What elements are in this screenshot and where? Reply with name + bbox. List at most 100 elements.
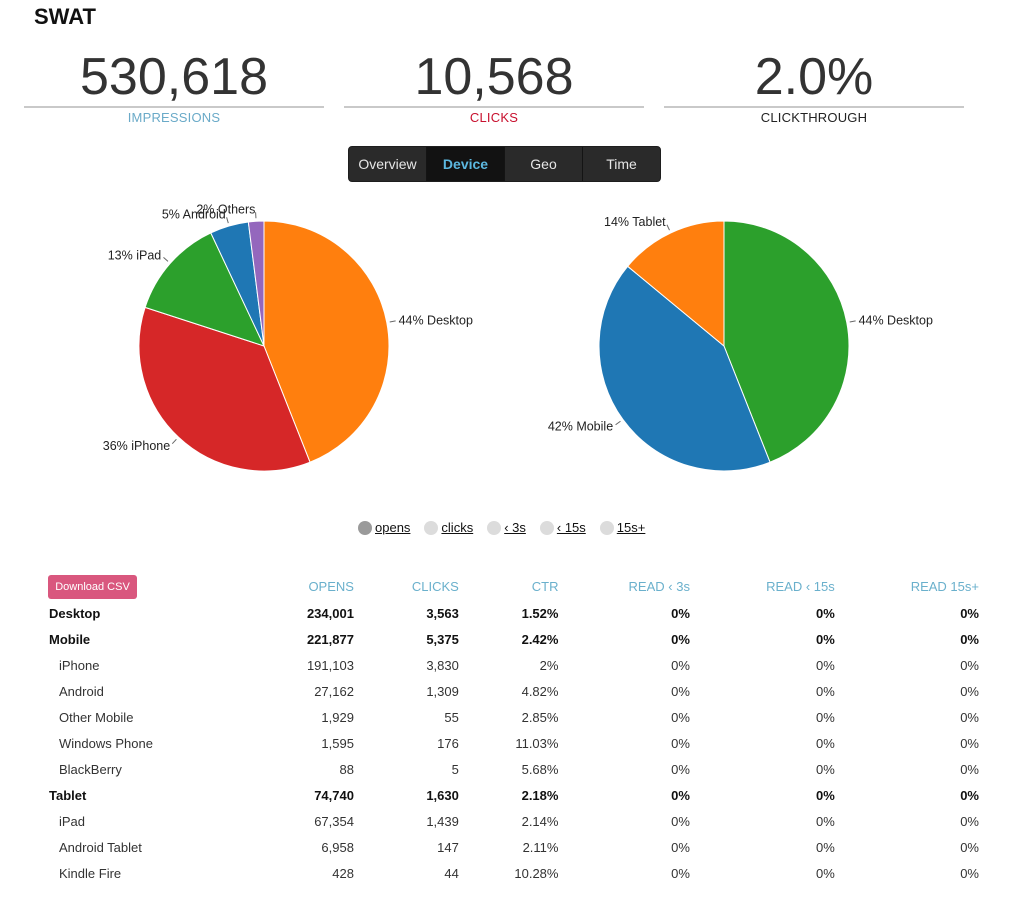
clicks-value: 10,568 xyxy=(414,48,574,106)
row-cell: 0% xyxy=(815,865,835,881)
table-row: Other Mobile 1,929 55 2.85% 0% 0% 0% xyxy=(44,704,984,730)
pie-label-leader xyxy=(226,217,229,224)
pie-slice-label: 36% iPhone xyxy=(103,439,170,453)
table-header-row: OPENS CLICKS CTR READ ‹ 3s READ ‹ 15s RE… xyxy=(44,572,984,600)
legend-opens[interactable]: opens xyxy=(358,520,410,535)
legend-dot-icon xyxy=(539,520,554,535)
impressions-value: 530,618 xyxy=(80,48,268,106)
row-name: iPhone xyxy=(59,657,100,673)
row-cell: 234,001 xyxy=(306,605,354,621)
row-name: BlackBerry xyxy=(59,761,122,777)
row-cell: 0% xyxy=(815,813,835,829)
row-cell: 0% xyxy=(671,709,690,725)
row-cell: 2% xyxy=(539,657,559,673)
row-cell: 88 xyxy=(339,761,354,777)
row-cell: 5,375 xyxy=(426,631,459,647)
row-cell: 0% xyxy=(815,709,835,725)
pie-slice-label: 5% Android xyxy=(162,207,226,221)
tab-overview[interactable]: Overview xyxy=(349,147,427,181)
legend-dot-icon xyxy=(424,520,439,535)
row-cell: 2.42% xyxy=(521,631,559,647)
clicks-label: CLICKS xyxy=(469,110,519,125)
legend-read-15s[interactable]: ‹ 15s xyxy=(539,520,586,535)
tab-device[interactable]: Device xyxy=(427,147,505,181)
legend-read-15s-plus[interactable]: 15s+ xyxy=(599,520,645,535)
row-cell: 0% xyxy=(815,657,835,673)
row-cell: 11.03% xyxy=(515,735,559,751)
row-cell: 0% xyxy=(960,683,979,699)
pie-slice[interactable] xyxy=(247,220,265,347)
pie-slice[interactable] xyxy=(598,265,771,472)
row-cell: 0% xyxy=(960,865,979,881)
row-cell: 0% xyxy=(815,839,835,855)
legend-dot-icon xyxy=(487,520,502,535)
row-name: Mobile xyxy=(49,631,91,647)
pie-slice[interactable] xyxy=(138,306,311,472)
table-row: iPad 67,354 1,439 2.14% 0% 0% 0% xyxy=(44,808,984,834)
table-row: Mobile 221,877 5,375 2.42% 0% 0% 0% xyxy=(44,626,984,652)
row-name: Kindle Fire xyxy=(59,865,122,881)
table-header-read-3s[interactable]: READ ‹ 3s xyxy=(628,578,690,594)
table-row: Android Tablet 6,958 147 2.11% 0% 0% 0% xyxy=(44,834,984,860)
table-row: Kindle Fire 428 44 10.28% 0% 0% 0% xyxy=(44,860,984,886)
table-header-clicks[interactable]: CLICKS xyxy=(411,578,459,594)
row-cell: 1,929 xyxy=(321,709,354,725)
table-header-read-15s-plus[interactable]: READ 15s+ xyxy=(910,578,979,594)
pie-slice[interactable] xyxy=(723,220,850,463)
download-csv-button[interactable]: Download CSV xyxy=(48,575,137,599)
legend-dot-icon xyxy=(599,520,614,535)
row-cell: 0% xyxy=(671,735,690,751)
row-cell: 1,630 xyxy=(426,787,459,803)
pie-slice-label: 14% Tablet xyxy=(604,215,666,229)
row-cell: 0% xyxy=(960,631,979,647)
row-name: Android Tablet xyxy=(59,839,142,855)
row-cell: 55 xyxy=(444,709,459,725)
row-cell: 2.14% xyxy=(521,813,559,829)
pie-slice[interactable] xyxy=(626,220,725,348)
legend-clicks[interactable]: clicks xyxy=(424,520,473,535)
row-cell: 176 xyxy=(437,735,459,751)
table-header-read-15s[interactable]: READ ‹ 15s xyxy=(766,578,835,594)
table-header-ctr[interactable]: CTR xyxy=(531,578,559,594)
pie-slice-label: 13% iPad xyxy=(108,248,162,262)
row-cell: 44 xyxy=(444,865,459,881)
chart-legend: opens clicks ‹ 3s ‹ 15s 15s+ xyxy=(358,520,645,535)
tab-time[interactable]: Time xyxy=(606,156,637,172)
row-cell: 1.52% xyxy=(521,605,559,621)
row-name: iPad xyxy=(59,813,86,829)
row-cell: 6,958 xyxy=(321,839,354,855)
table-row: Desktop 234,001 3,563 1.52% 0% 0% 0% xyxy=(44,600,984,626)
row-cell: 27,162 xyxy=(314,683,354,699)
table-row: Windows Phone 1,595 176 11.03% 0% 0% 0% xyxy=(44,730,984,756)
table-row: iPhone 191,103 3,830 2% 0% 0% 0% xyxy=(44,652,984,678)
view-tabs: Overview Device Geo Time xyxy=(348,146,661,182)
legend-label: opens xyxy=(375,520,411,535)
row-cell: 10.28% xyxy=(514,865,559,881)
pie-slice[interactable] xyxy=(210,221,265,347)
pie-slice-label: 2% Others xyxy=(196,202,255,216)
pie-slice[interactable] xyxy=(263,220,390,463)
row-cell: 221,877 xyxy=(306,631,354,647)
pie-slice[interactable] xyxy=(144,232,265,347)
row-cell: 3,563 xyxy=(426,605,459,621)
row-cell: 191,103 xyxy=(306,657,354,673)
row-cell: 0% xyxy=(815,631,835,647)
row-cell: 5 xyxy=(451,761,459,777)
pie-slice-label: 44% Desktop xyxy=(399,313,473,327)
row-cell: 0% xyxy=(960,787,979,803)
tab-geo[interactable]: Geo xyxy=(505,147,583,181)
table-header-opens[interactable]: OPENS xyxy=(308,578,354,594)
pie-slice-label: 44% Desktop xyxy=(859,313,933,327)
pie-slice-label: 42% Mobile xyxy=(548,420,613,434)
clickthrough-value: 2.0% xyxy=(754,48,874,106)
legend-read-3s[interactable]: ‹ 3s xyxy=(487,520,526,535)
impressions-stat: 530,618 IMPRESSIONS xyxy=(24,48,324,125)
row-cell: 4.82% xyxy=(521,683,559,699)
legend-label: clicks xyxy=(441,520,474,535)
row-cell: 0% xyxy=(960,735,979,751)
row-cell: 0% xyxy=(960,761,979,777)
pie-label-leader xyxy=(849,320,856,323)
device-table: OPENS CLICKS CTR READ ‹ 3s READ ‹ 15s RE… xyxy=(44,572,984,886)
row-cell: 0% xyxy=(671,631,690,647)
legend-label: ‹ 15s xyxy=(556,520,586,535)
